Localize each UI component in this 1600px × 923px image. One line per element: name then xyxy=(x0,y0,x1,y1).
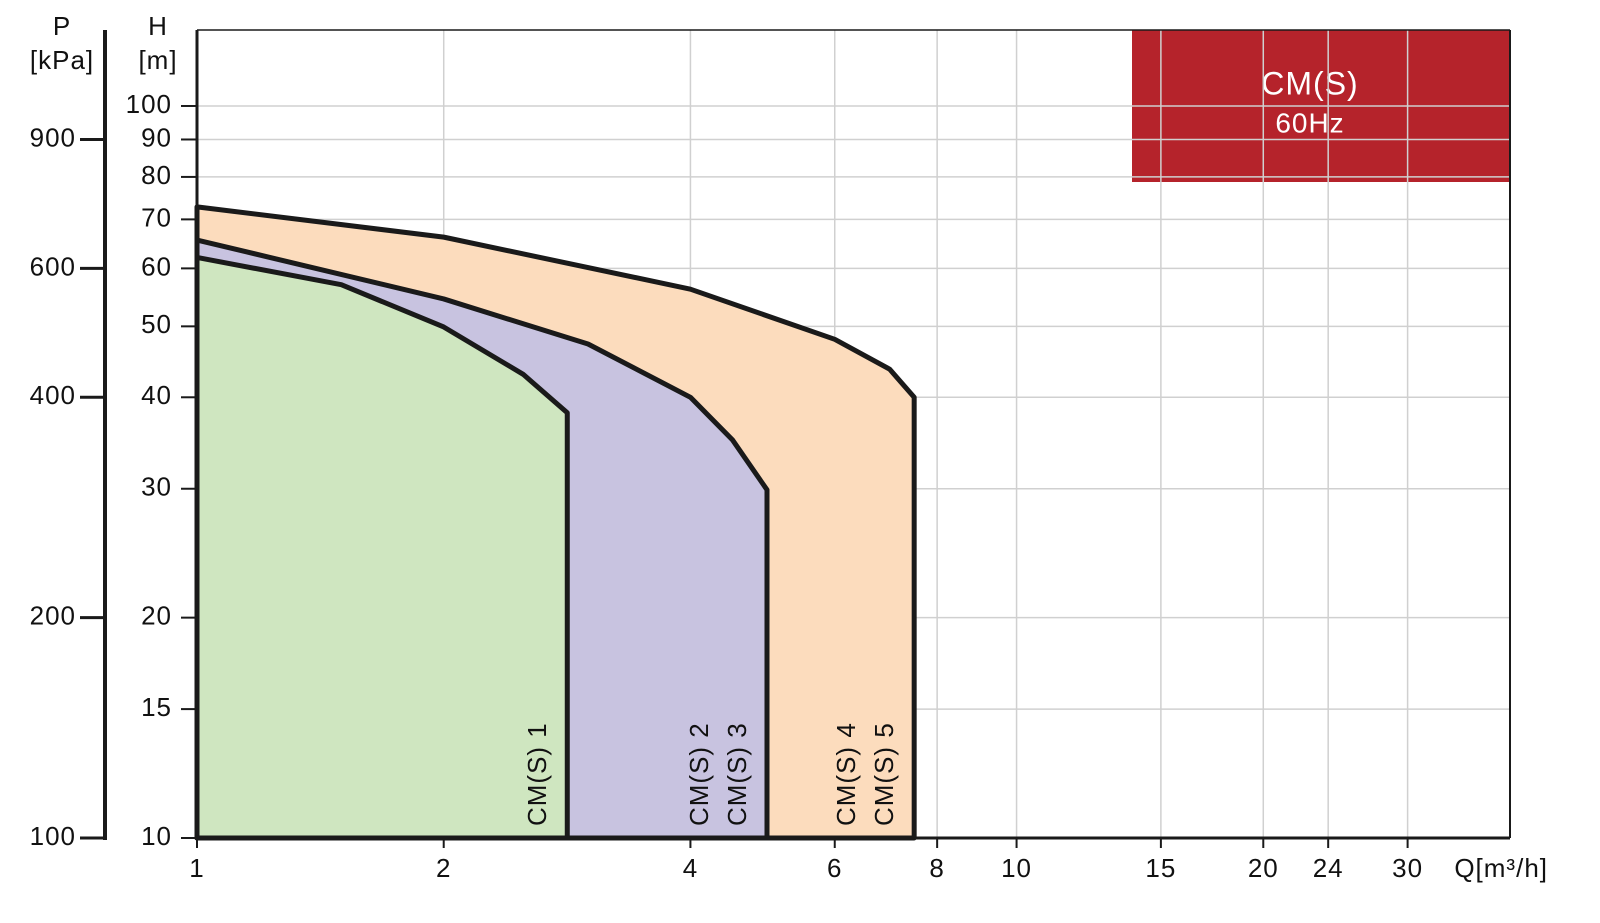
y2-tick-label: 200 xyxy=(30,601,76,631)
y-tick-label: 15 xyxy=(141,692,172,722)
series-label: CM(S) 5 xyxy=(869,722,899,826)
area xyxy=(194,254,570,841)
y2-tick-label: 600 xyxy=(30,251,76,281)
x-tick-label: 20 xyxy=(1248,853,1279,883)
chart-subtitle: 60Hz xyxy=(1275,107,1344,138)
y-tick-label: 80 xyxy=(141,160,172,190)
x-tick-label: 8 xyxy=(929,853,944,883)
x-tick-label: 1 xyxy=(189,853,204,883)
x-tick-label: 4 xyxy=(683,853,698,883)
y2-tick-label: 900 xyxy=(30,122,76,152)
y-tick-label: 100 xyxy=(126,89,172,119)
series-label: CM(S) 4 xyxy=(831,722,861,826)
y-tick-label: 70 xyxy=(141,202,172,232)
y-tick-label: 10 xyxy=(141,821,172,851)
y-label: H xyxy=(148,11,168,41)
x-tick-label: 6 xyxy=(827,853,842,883)
x-tick-label: 2 xyxy=(436,853,451,883)
chart-title: CM(S) xyxy=(1261,65,1358,101)
x-tick-label: 24 xyxy=(1313,853,1344,883)
series-label: CM(S) 2 xyxy=(684,722,714,826)
x-tick-label: 15 xyxy=(1145,853,1176,883)
x-tick-label: 10 xyxy=(1001,853,1032,883)
y-tick-label: 50 xyxy=(141,309,172,339)
y2-tick-label: 400 xyxy=(30,380,76,410)
x-label: Q[m³/h] xyxy=(1454,853,1548,883)
series-label: CM(S) 1 xyxy=(522,722,552,826)
y2-tick-label: 100 xyxy=(30,821,76,851)
y2-label: P xyxy=(53,11,71,41)
y2-unit: [kPa] xyxy=(30,45,94,75)
y-tick-label: 60 xyxy=(141,251,172,281)
x-tick-label: 30 xyxy=(1392,853,1423,883)
y-tick-label: 30 xyxy=(141,472,172,502)
y-tick-label: 20 xyxy=(141,601,172,631)
series-label: CM(S) 3 xyxy=(722,722,752,826)
y-tick-label: 90 xyxy=(141,122,172,152)
y-tick-label: 40 xyxy=(141,380,172,410)
y-unit: [m] xyxy=(138,45,177,75)
